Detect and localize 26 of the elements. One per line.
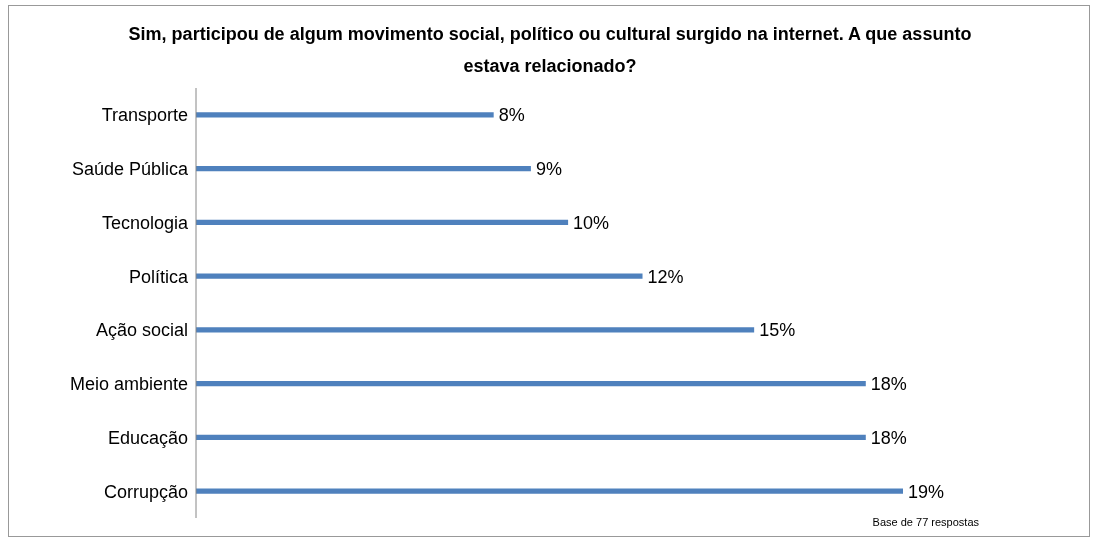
data-label: 18%: [870, 427, 907, 448]
data-label: 8%: [498, 105, 525, 126]
bar: [196, 112, 494, 118]
data-label: 10%: [573, 212, 610, 233]
bar: [196, 165, 531, 172]
annotation: Base de 77 respostas: [872, 516, 979, 528]
bar: [196, 327, 755, 333]
bar: [196, 488, 903, 494]
chart-title: Sim, participou de algum movimento social, político ou cultural surgido na internet. A que assunto estava relacionado?: [127, 23, 973, 78]
bar: [196, 380, 866, 387]
y-tick-label: Política: [128, 266, 189, 287]
data-label: 9%: [535, 159, 562, 180]
y-tick-label: Transporte: [101, 105, 188, 126]
y-tick-label: Educação: [107, 427, 188, 448]
bar: [196, 219, 569, 226]
bar: [196, 273, 643, 279]
data-label: 15%: [759, 320, 796, 341]
y-tick-label: Corrupção: [103, 481, 188, 502]
bar: [196, 434, 866, 441]
data-label: 12%: [647, 266, 684, 287]
y-tick-label: Tecnologia: [101, 212, 189, 233]
data-label: 19%: [908, 481, 945, 502]
y-tick-label: Ação social: [95, 320, 188, 341]
y-tick-label: Meio ambiente: [69, 374, 188, 395]
data-label: 18%: [870, 374, 907, 395]
y-tick-label: Saúde Pública: [71, 159, 189, 180]
